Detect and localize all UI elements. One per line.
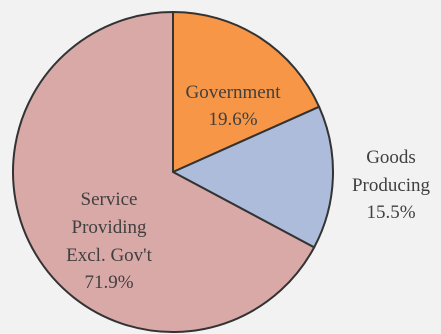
slice-label-goods-line1: Goods <box>366 147 416 168</box>
slice-label-service-line1: Service <box>81 189 138 210</box>
slice-value-government: 19.6% <box>208 109 257 130</box>
pie-slice-goods-producing <box>172 105 334 249</box>
slice-label-service-line2: Providing <box>72 217 147 238</box>
slice-label-service-line3: Excl. Gov't <box>66 245 152 266</box>
pie-slice-service-providing <box>12 11 316 333</box>
pie-slices <box>12 11 334 333</box>
slice-value-goods: 15.5% <box>366 202 415 223</box>
slice-label-government: Government <box>186 82 282 103</box>
slice-value-service: 71.9% <box>84 272 133 293</box>
pie-slice-government <box>172 11 321 173</box>
slice-label-goods-line2: Producing <box>352 175 431 196</box>
